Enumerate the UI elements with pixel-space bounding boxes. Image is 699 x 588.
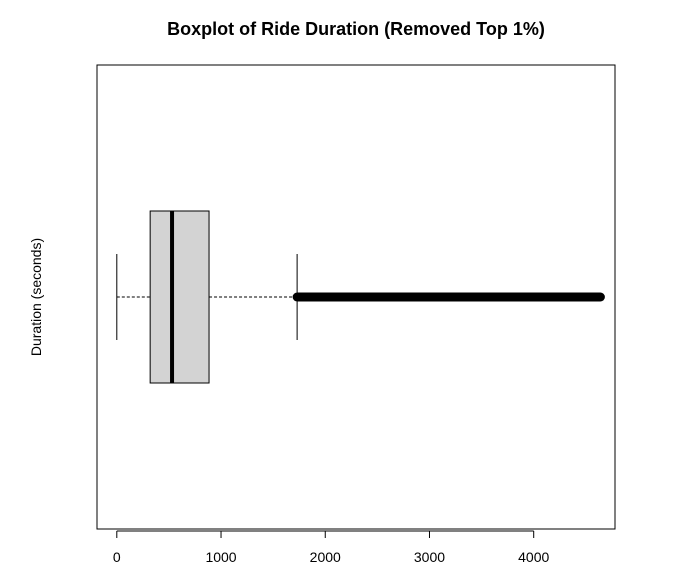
x-tick-label: 3000 bbox=[414, 549, 445, 565]
y-axis-label: Duration (seconds) bbox=[28, 238, 44, 356]
x-tick-label: 2000 bbox=[310, 549, 341, 565]
iqr-box bbox=[149, 210, 210, 384]
x-tick-label: 1000 bbox=[205, 549, 236, 565]
x-tick-label: 0 bbox=[113, 549, 121, 565]
plot-frame bbox=[96, 64, 616, 530]
chart-title: Boxplot of Ride Duration (Removed Top 1%… bbox=[167, 19, 545, 39]
x-tick-label: 4000 bbox=[518, 549, 549, 565]
